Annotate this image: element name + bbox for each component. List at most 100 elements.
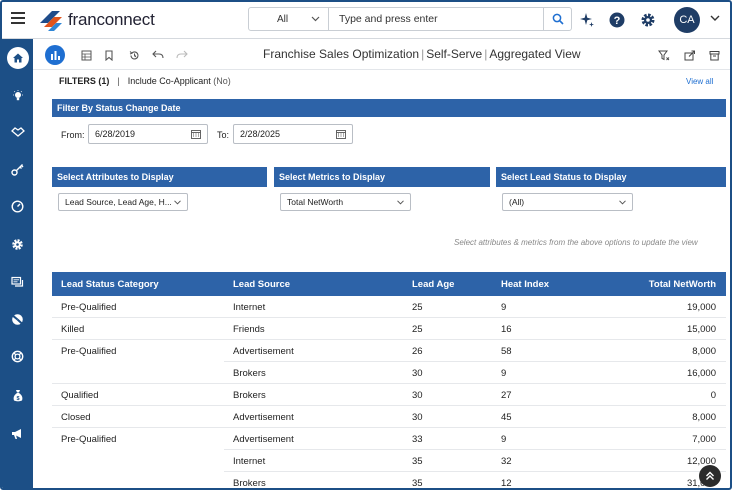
scroll-to-top-button[interactable] xyxy=(699,465,721,487)
lightbulb-icon xyxy=(12,90,23,101)
brand-logo[interactable]: franconnect xyxy=(38,7,155,33)
cell-lead-age: 33 xyxy=(412,434,423,445)
cell-lead-age: 26 xyxy=(412,346,423,357)
cell-total-networth: 8,000 xyxy=(692,412,716,423)
bookmark-icon xyxy=(105,49,113,61)
money-bag-icon: $ xyxy=(13,389,22,401)
search-button[interactable] xyxy=(543,8,571,30)
redo-button[interactable] xyxy=(173,46,191,64)
from-date-input[interactable]: 6/28/2019 xyxy=(88,124,208,144)
filter-icon xyxy=(658,50,670,60)
hamburger-menu-icon[interactable] xyxy=(11,12,25,24)
from-date-value: 6/28/2019 xyxy=(95,129,136,139)
table-view-button[interactable] xyxy=(77,46,95,64)
table-row: Pre-Qualified Internet 25 9 19,000 xyxy=(52,296,726,318)
redo-icon xyxy=(176,50,188,59)
view-all-link[interactable]: View all xyxy=(686,77,714,86)
key-icon xyxy=(11,163,24,176)
history-button[interactable] xyxy=(125,46,143,64)
cell-heat-index: 45 xyxy=(501,412,512,423)
filter-button[interactable] xyxy=(655,46,673,64)
cell-lead-source: Advertisement xyxy=(233,434,294,445)
cell-heat-index: 9 xyxy=(501,368,507,379)
sidebar-item-ideas[interactable] xyxy=(2,81,33,111)
user-avatar[interactable]: CA xyxy=(674,7,700,33)
cell-lead-status-category: Qualified xyxy=(61,390,99,401)
column-header-total-networth[interactable]: Total NetWorth xyxy=(648,279,716,290)
search-icon xyxy=(552,13,564,25)
share-button[interactable] xyxy=(681,46,699,64)
search-input[interactable] xyxy=(329,8,543,30)
double-chevron-up-icon xyxy=(706,471,714,480)
metrics-select[interactable]: Total NetWorth xyxy=(280,193,411,211)
top-header: franconnect All ? CA xyxy=(2,2,730,39)
metrics-select-value: Total NetWorth xyxy=(287,197,344,207)
sidebar-item-messages[interactable] xyxy=(2,267,33,297)
gear-icon xyxy=(12,238,23,250)
cell-lead-age: 30 xyxy=(412,412,423,423)
view-title-separator: | xyxy=(421,47,425,61)
undo-button[interactable] xyxy=(149,46,167,64)
view-title-part-1: Franchise Sales Optimization xyxy=(263,47,420,61)
chevron-down-icon[interactable] xyxy=(710,15,720,22)
column-header-heat-index[interactable]: Heat Index xyxy=(501,279,550,290)
cell-lead-source: Internet xyxy=(233,302,266,313)
table-row: Brokers 35 12 31,000 xyxy=(52,472,726,489)
sidebar-item-dashboard[interactable] xyxy=(2,191,33,221)
table-row: Killed Friends 25 16 15,000 xyxy=(52,318,726,340)
cell-heat-index: 9 xyxy=(501,434,507,445)
cell-lead-source: Brokers xyxy=(233,478,266,489)
sidebar-item-home[interactable] xyxy=(2,43,33,73)
cell-lead-source: Friends xyxy=(233,324,265,335)
metrics-header: Select Metrics to Display xyxy=(274,167,490,187)
filters-count-label[interactable]: FILTERS (1) xyxy=(59,76,110,86)
home-icon xyxy=(12,53,23,63)
cell-heat-index: 9 xyxy=(501,302,507,313)
sidebar-item-keys[interactable] xyxy=(2,154,33,184)
sidebar-item-support[interactable] xyxy=(2,341,33,371)
to-date-input[interactable]: 2/28/2025 xyxy=(233,124,353,144)
help-icon[interactable]: ? xyxy=(608,11,626,29)
svg-text:$: $ xyxy=(16,395,19,401)
sidebar-item-settings[interactable] xyxy=(2,229,33,259)
cell-lead-source: Advertisement xyxy=(233,412,294,423)
chat-icon xyxy=(11,276,24,287)
attributes-select-value: Lead Source, Lead Age, H... xyxy=(65,197,172,207)
search-scope-select[interactable]: All xyxy=(249,8,329,30)
share-icon xyxy=(684,50,695,60)
sidebar-item-finance[interactable]: $ xyxy=(2,380,33,410)
chart-view-button[interactable] xyxy=(45,45,65,65)
lead-status-select[interactable]: (All) xyxy=(502,193,633,211)
sidebar-item-reports[interactable] xyxy=(2,304,33,334)
franconnect-logo-icon xyxy=(40,11,62,31)
row-divider xyxy=(224,471,726,472)
attributes-select[interactable]: Lead Source, Lead Age, H... xyxy=(58,193,188,211)
handshake-icon xyxy=(10,127,25,137)
row-divider xyxy=(52,427,726,428)
table-row: Brokers 30 9 16,000 xyxy=(52,362,726,384)
cell-lead-status-category: Killed xyxy=(61,324,85,335)
sparkle-icon[interactable] xyxy=(578,11,596,29)
cell-lead-source: Advertisement xyxy=(233,346,294,357)
column-header-lead-status-category[interactable]: Lead Status Category xyxy=(61,279,159,290)
view-toolbar: Franchise Sales Optimization | Self-Serve |… xyxy=(33,40,730,70)
bookmark-button[interactable] xyxy=(100,46,118,64)
history-icon xyxy=(129,50,138,59)
sidebar-item-marketing[interactable] xyxy=(2,419,33,449)
from-date-label: From: xyxy=(61,130,85,140)
column-header-lead-source[interactable]: Lead Source xyxy=(233,279,291,290)
column-header-lead-age[interactable]: Lead Age xyxy=(412,279,455,290)
megaphone-icon xyxy=(12,429,21,439)
cell-lead-age: 30 xyxy=(412,368,423,379)
cell-lead-age: 30 xyxy=(412,390,423,401)
save-view-button[interactable] xyxy=(705,46,723,64)
row-divider xyxy=(52,317,726,318)
settings-gear-icon[interactable] xyxy=(639,11,657,29)
brand-name: franconnect xyxy=(68,10,155,29)
cell-lead-source: Internet xyxy=(233,456,266,467)
cell-lead-age: 25 xyxy=(412,324,423,335)
cell-heat-index: 16 xyxy=(501,324,512,335)
row-divider xyxy=(52,405,726,406)
sidebar-item-deals[interactable] xyxy=(2,117,33,147)
